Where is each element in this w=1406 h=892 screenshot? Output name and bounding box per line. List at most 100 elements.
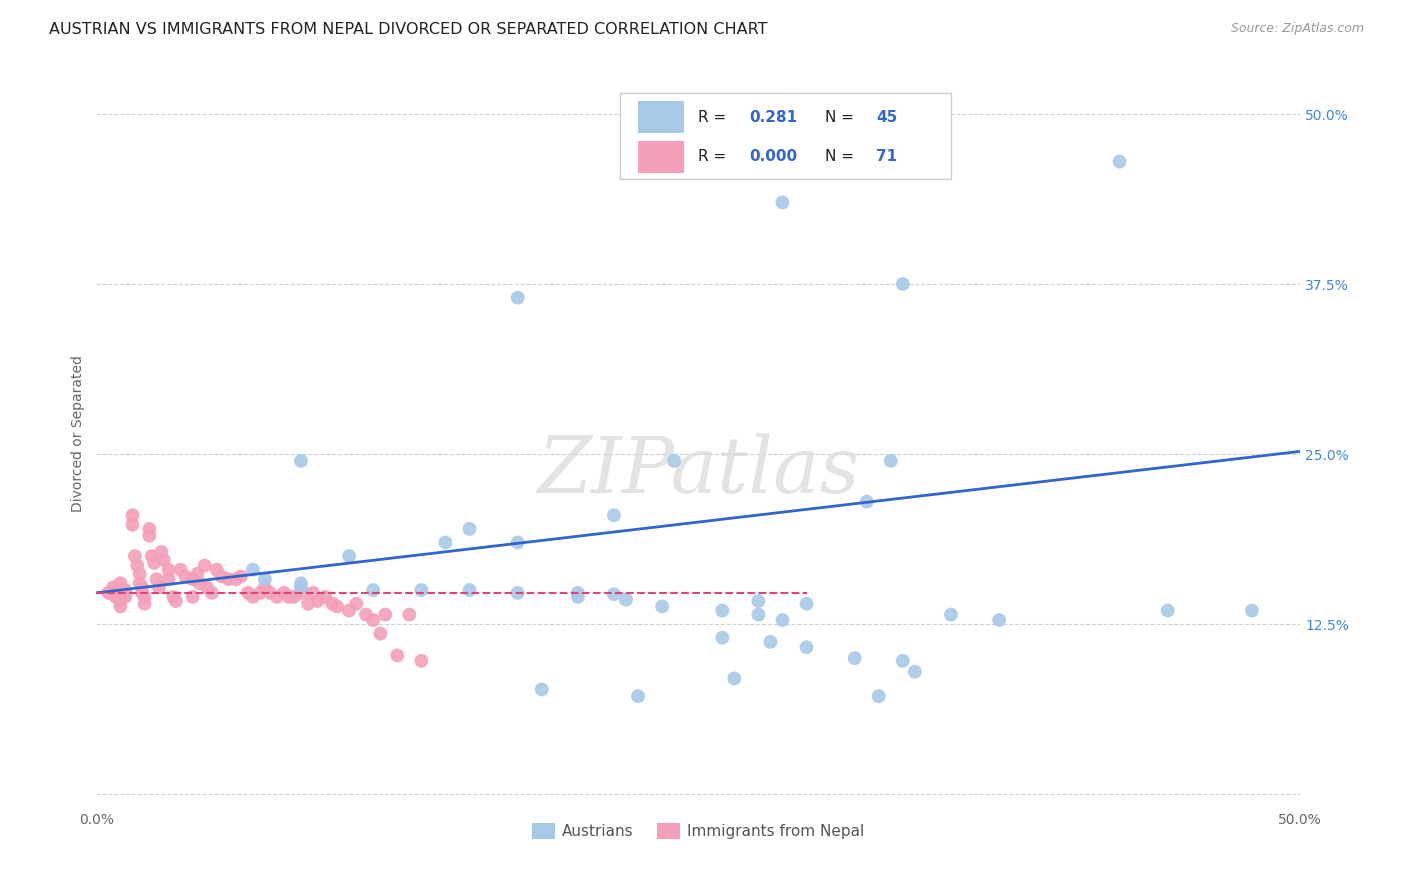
Point bbox=[297, 597, 319, 611]
Point bbox=[103, 581, 125, 595]
Point bbox=[162, 590, 184, 604]
Point bbox=[97, 586, 120, 600]
Y-axis label: Divorced or Separated: Divorced or Separated bbox=[72, 355, 86, 512]
Point bbox=[627, 690, 650, 704]
Point bbox=[121, 517, 143, 532]
Point bbox=[855, 494, 877, 508]
Point bbox=[188, 576, 211, 591]
Point bbox=[796, 640, 818, 655]
Point bbox=[772, 613, 794, 627]
Text: R =: R = bbox=[699, 110, 731, 125]
Point bbox=[110, 586, 132, 600]
Point bbox=[110, 599, 132, 614]
Point bbox=[988, 613, 1011, 627]
Point bbox=[290, 576, 312, 591]
Point bbox=[253, 572, 276, 586]
Point bbox=[124, 549, 146, 563]
Text: 0.000: 0.000 bbox=[749, 149, 797, 164]
Point bbox=[242, 563, 264, 577]
Text: N =: N = bbox=[824, 149, 859, 164]
Point bbox=[181, 590, 204, 604]
Point bbox=[150, 545, 173, 559]
Point bbox=[361, 613, 384, 627]
Point bbox=[134, 597, 156, 611]
Point bbox=[314, 590, 336, 604]
Point bbox=[723, 672, 745, 686]
Point bbox=[759, 635, 782, 649]
Point bbox=[131, 581, 153, 595]
Point bbox=[891, 277, 914, 291]
Point bbox=[128, 576, 150, 591]
Point bbox=[321, 597, 343, 611]
Point bbox=[121, 508, 143, 523]
Point bbox=[186, 566, 208, 581]
Point bbox=[181, 572, 204, 586]
Point bbox=[506, 535, 529, 549]
Point bbox=[868, 690, 890, 704]
Point bbox=[772, 195, 794, 210]
Point bbox=[242, 590, 264, 604]
Point bbox=[458, 583, 481, 598]
Point bbox=[1240, 603, 1263, 617]
Point bbox=[747, 594, 769, 608]
Point bbox=[411, 654, 433, 668]
Point bbox=[236, 586, 259, 600]
Point bbox=[201, 586, 224, 600]
Point bbox=[114, 583, 136, 598]
Point bbox=[290, 586, 312, 600]
Point bbox=[249, 586, 271, 600]
Point bbox=[344, 597, 367, 611]
Point bbox=[165, 594, 187, 608]
Point bbox=[145, 572, 167, 586]
Point bbox=[218, 572, 240, 586]
Point bbox=[259, 586, 281, 600]
Point bbox=[567, 586, 589, 600]
Text: ZIPatlas: ZIPatlas bbox=[537, 433, 859, 509]
Point bbox=[138, 522, 160, 536]
Point bbox=[711, 631, 734, 645]
Point bbox=[194, 558, 217, 573]
Point bbox=[880, 454, 903, 468]
Point bbox=[157, 572, 180, 586]
Legend: Austrians, Immigrants from Nepal: Austrians, Immigrants from Nepal bbox=[526, 817, 870, 845]
Point bbox=[107, 583, 129, 598]
Point bbox=[131, 586, 153, 600]
Point bbox=[138, 529, 160, 543]
Point bbox=[127, 558, 149, 573]
Point bbox=[266, 590, 288, 604]
Point bbox=[195, 581, 218, 595]
Point bbox=[374, 607, 396, 622]
Point bbox=[290, 581, 312, 595]
Point bbox=[229, 569, 252, 583]
Text: AUSTRIAN VS IMMIGRANTS FROM NEPAL DIVORCED OR SEPARATED CORRELATION CHART: AUSTRIAN VS IMMIGRANTS FROM NEPAL DIVORC… bbox=[49, 22, 768, 37]
Point bbox=[104, 590, 127, 604]
Point bbox=[307, 594, 329, 608]
Point bbox=[141, 549, 163, 563]
Point bbox=[904, 665, 927, 679]
Point bbox=[273, 586, 295, 600]
Point bbox=[506, 291, 529, 305]
Point bbox=[434, 535, 457, 549]
Point bbox=[662, 454, 685, 468]
Point bbox=[211, 569, 233, 583]
Point bbox=[747, 607, 769, 622]
Point bbox=[143, 556, 166, 570]
Point bbox=[134, 590, 156, 604]
Point bbox=[651, 599, 673, 614]
Point bbox=[253, 581, 276, 595]
Point bbox=[110, 576, 132, 591]
Point bbox=[603, 587, 626, 601]
Point bbox=[290, 454, 312, 468]
Point bbox=[225, 572, 247, 586]
Point bbox=[174, 569, 197, 583]
Point bbox=[354, 607, 377, 622]
Point bbox=[891, 654, 914, 668]
Point bbox=[796, 597, 818, 611]
Point bbox=[148, 581, 170, 595]
Point bbox=[567, 590, 589, 604]
Point bbox=[110, 594, 132, 608]
Point bbox=[603, 508, 626, 523]
Point bbox=[128, 566, 150, 581]
Point bbox=[1108, 154, 1130, 169]
Point bbox=[398, 607, 420, 622]
